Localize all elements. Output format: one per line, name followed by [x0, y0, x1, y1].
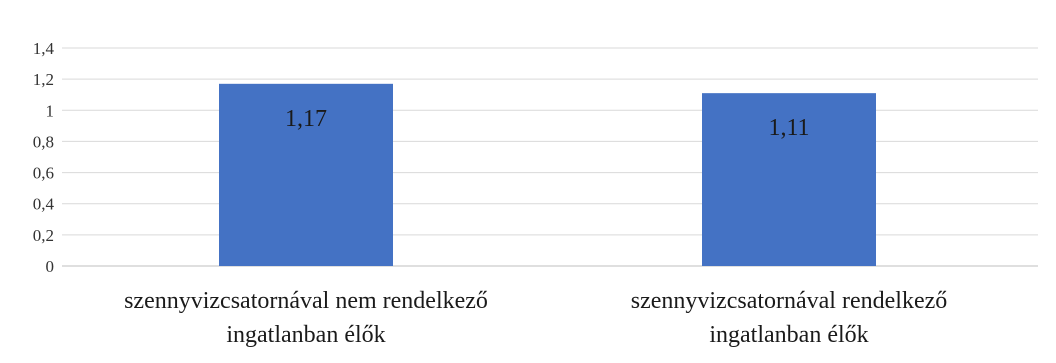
y-tick-label: 0 — [46, 257, 55, 276]
y-tick-label: 0,4 — [33, 195, 55, 214]
category-label: ingatlanban élők — [226, 322, 385, 348]
y-axis-tick-labels: 0 0,2 0,4 0,6 0,8 1 1,2 1,4 — [33, 39, 55, 276]
x-axis-category-labels: szennyvizcsatornával nem rendelkező ingat… — [124, 288, 947, 348]
gridlines — [62, 47, 1038, 267]
y-tick-label: 0,2 — [33, 226, 54, 245]
y-tick-label: 1 — [46, 101, 55, 120]
y-tick-label: 1,2 — [33, 70, 54, 89]
bars — [219, 83, 876, 267]
category-label: szennyvizcsatornával nem rendelkező — [124, 288, 488, 314]
y-tick-label: 1,4 — [33, 39, 55, 58]
category-label: ingatlanban élők — [709, 322, 868, 348]
bar — [219, 83, 393, 266]
category-label: szennyvizcsatornával rendelkező — [631, 288, 948, 314]
bar — [702, 93, 876, 267]
data-label: 1,17 — [285, 106, 327, 132]
y-tick-label: 0,8 — [33, 132, 54, 151]
data-label: 1,11 — [768, 115, 809, 141]
data-labels: 1,17 1,11 — [285, 106, 810, 141]
y-tick-label: 0,6 — [33, 164, 54, 183]
